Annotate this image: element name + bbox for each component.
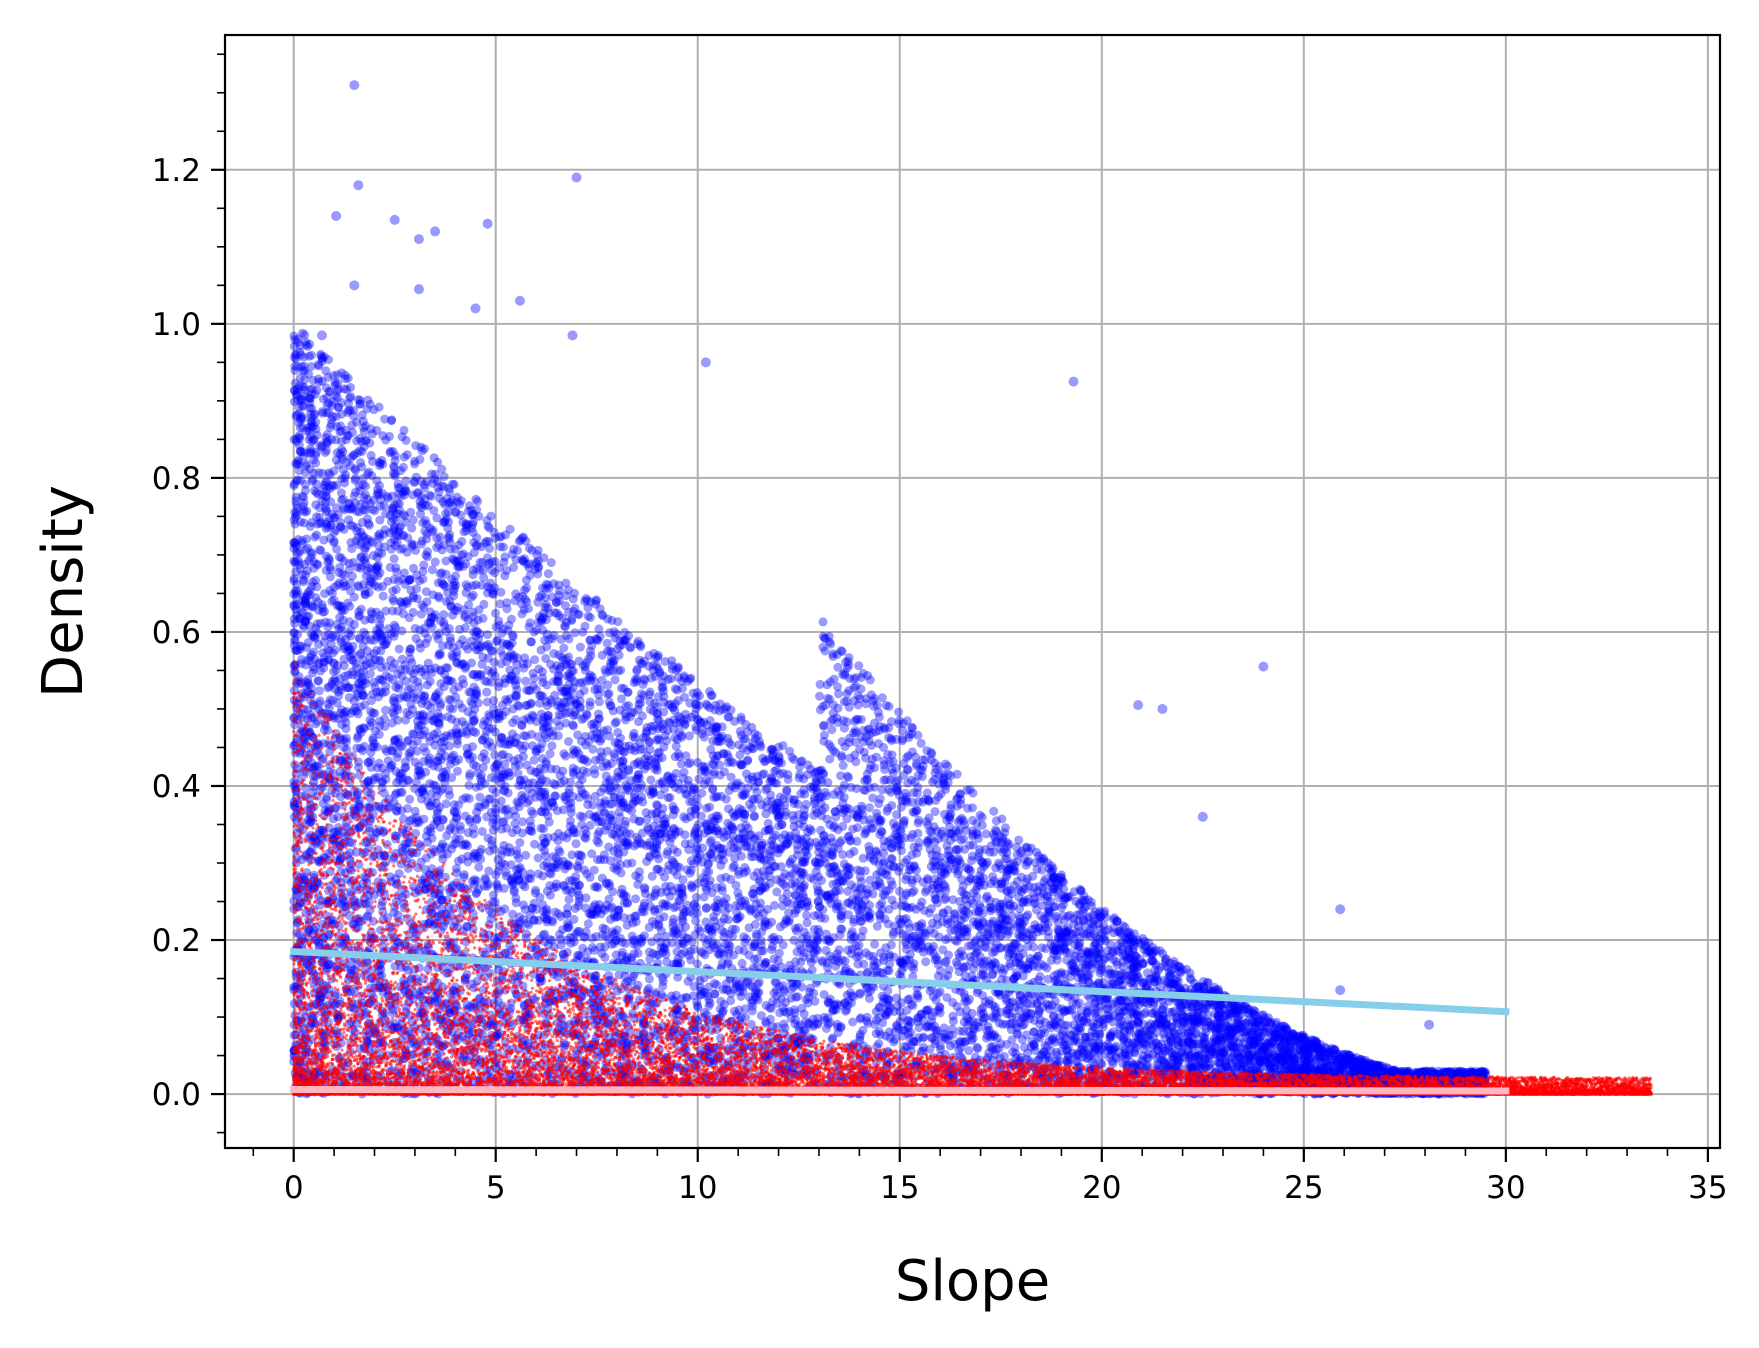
- blue-point: [474, 863, 483, 872]
- blue-point: [702, 903, 711, 912]
- blue-point: [594, 624, 603, 633]
- blue-point: [315, 686, 324, 695]
- blue-point: [311, 500, 320, 509]
- blue-point: [564, 737, 573, 746]
- blue-point: [479, 614, 488, 623]
- blue-point: [877, 827, 886, 836]
- blue-point: [973, 1043, 982, 1052]
- blue-point: [917, 739, 926, 748]
- blue-point: [544, 569, 553, 578]
- blue-point: [515, 838, 524, 847]
- blue-point: [772, 887, 781, 896]
- blue-point: [388, 594, 397, 603]
- blue-point: [603, 681, 612, 690]
- blue-point: [643, 986, 652, 995]
- blue-point: [634, 717, 643, 726]
- blue-point: [538, 678, 547, 687]
- blue-point: [611, 675, 620, 684]
- blue-point: [870, 940, 879, 949]
- blue-point: [490, 751, 499, 760]
- blue-point: [428, 565, 437, 574]
- blue-point: [439, 610, 448, 619]
- blue-point: [506, 525, 515, 534]
- blue-point: [440, 472, 449, 481]
- blue-point: [873, 922, 882, 931]
- blue-point: [887, 940, 896, 949]
- blue-point: [554, 836, 563, 845]
- blue-point: [660, 912, 669, 921]
- blue-point: [480, 749, 489, 758]
- blue-point: [576, 643, 585, 652]
- blue-point: [631, 894, 640, 903]
- blue-point: [913, 994, 922, 1003]
- blue-point: [827, 725, 836, 734]
- blue-point: [964, 1046, 973, 1055]
- blue-point: [612, 717, 621, 726]
- blue-point: [475, 605, 484, 614]
- blue-point: [870, 783, 879, 792]
- blue-point: [779, 941, 788, 950]
- blue-point: [583, 711, 592, 720]
- blue-point: [883, 807, 892, 816]
- blue-point: [707, 691, 716, 700]
- blue-point: [878, 693, 887, 702]
- blue-point: [796, 789, 805, 798]
- blue-point: [386, 656, 395, 665]
- blue-point: [603, 639, 612, 648]
- blue-point: [390, 554, 399, 563]
- blue-point: [815, 692, 824, 701]
- blue-point: [784, 775, 793, 784]
- blue-point: [399, 463, 408, 472]
- blue-point: [446, 704, 455, 713]
- blue-point: [729, 951, 738, 960]
- blue-point: [884, 905, 893, 914]
- blue-point: [993, 1034, 1002, 1043]
- blue-point: [659, 977, 668, 986]
- blue-point: [940, 895, 949, 904]
- blue-point: [838, 647, 847, 656]
- blue-point: [722, 795, 731, 804]
- blue-point: [854, 661, 863, 670]
- blue-point: [521, 677, 530, 686]
- blue-point: [646, 688, 655, 697]
- blue-point: [560, 622, 569, 631]
- blue-point: [331, 435, 340, 444]
- blue-point: [563, 672, 572, 681]
- blue-point: [1029, 1027, 1038, 1036]
